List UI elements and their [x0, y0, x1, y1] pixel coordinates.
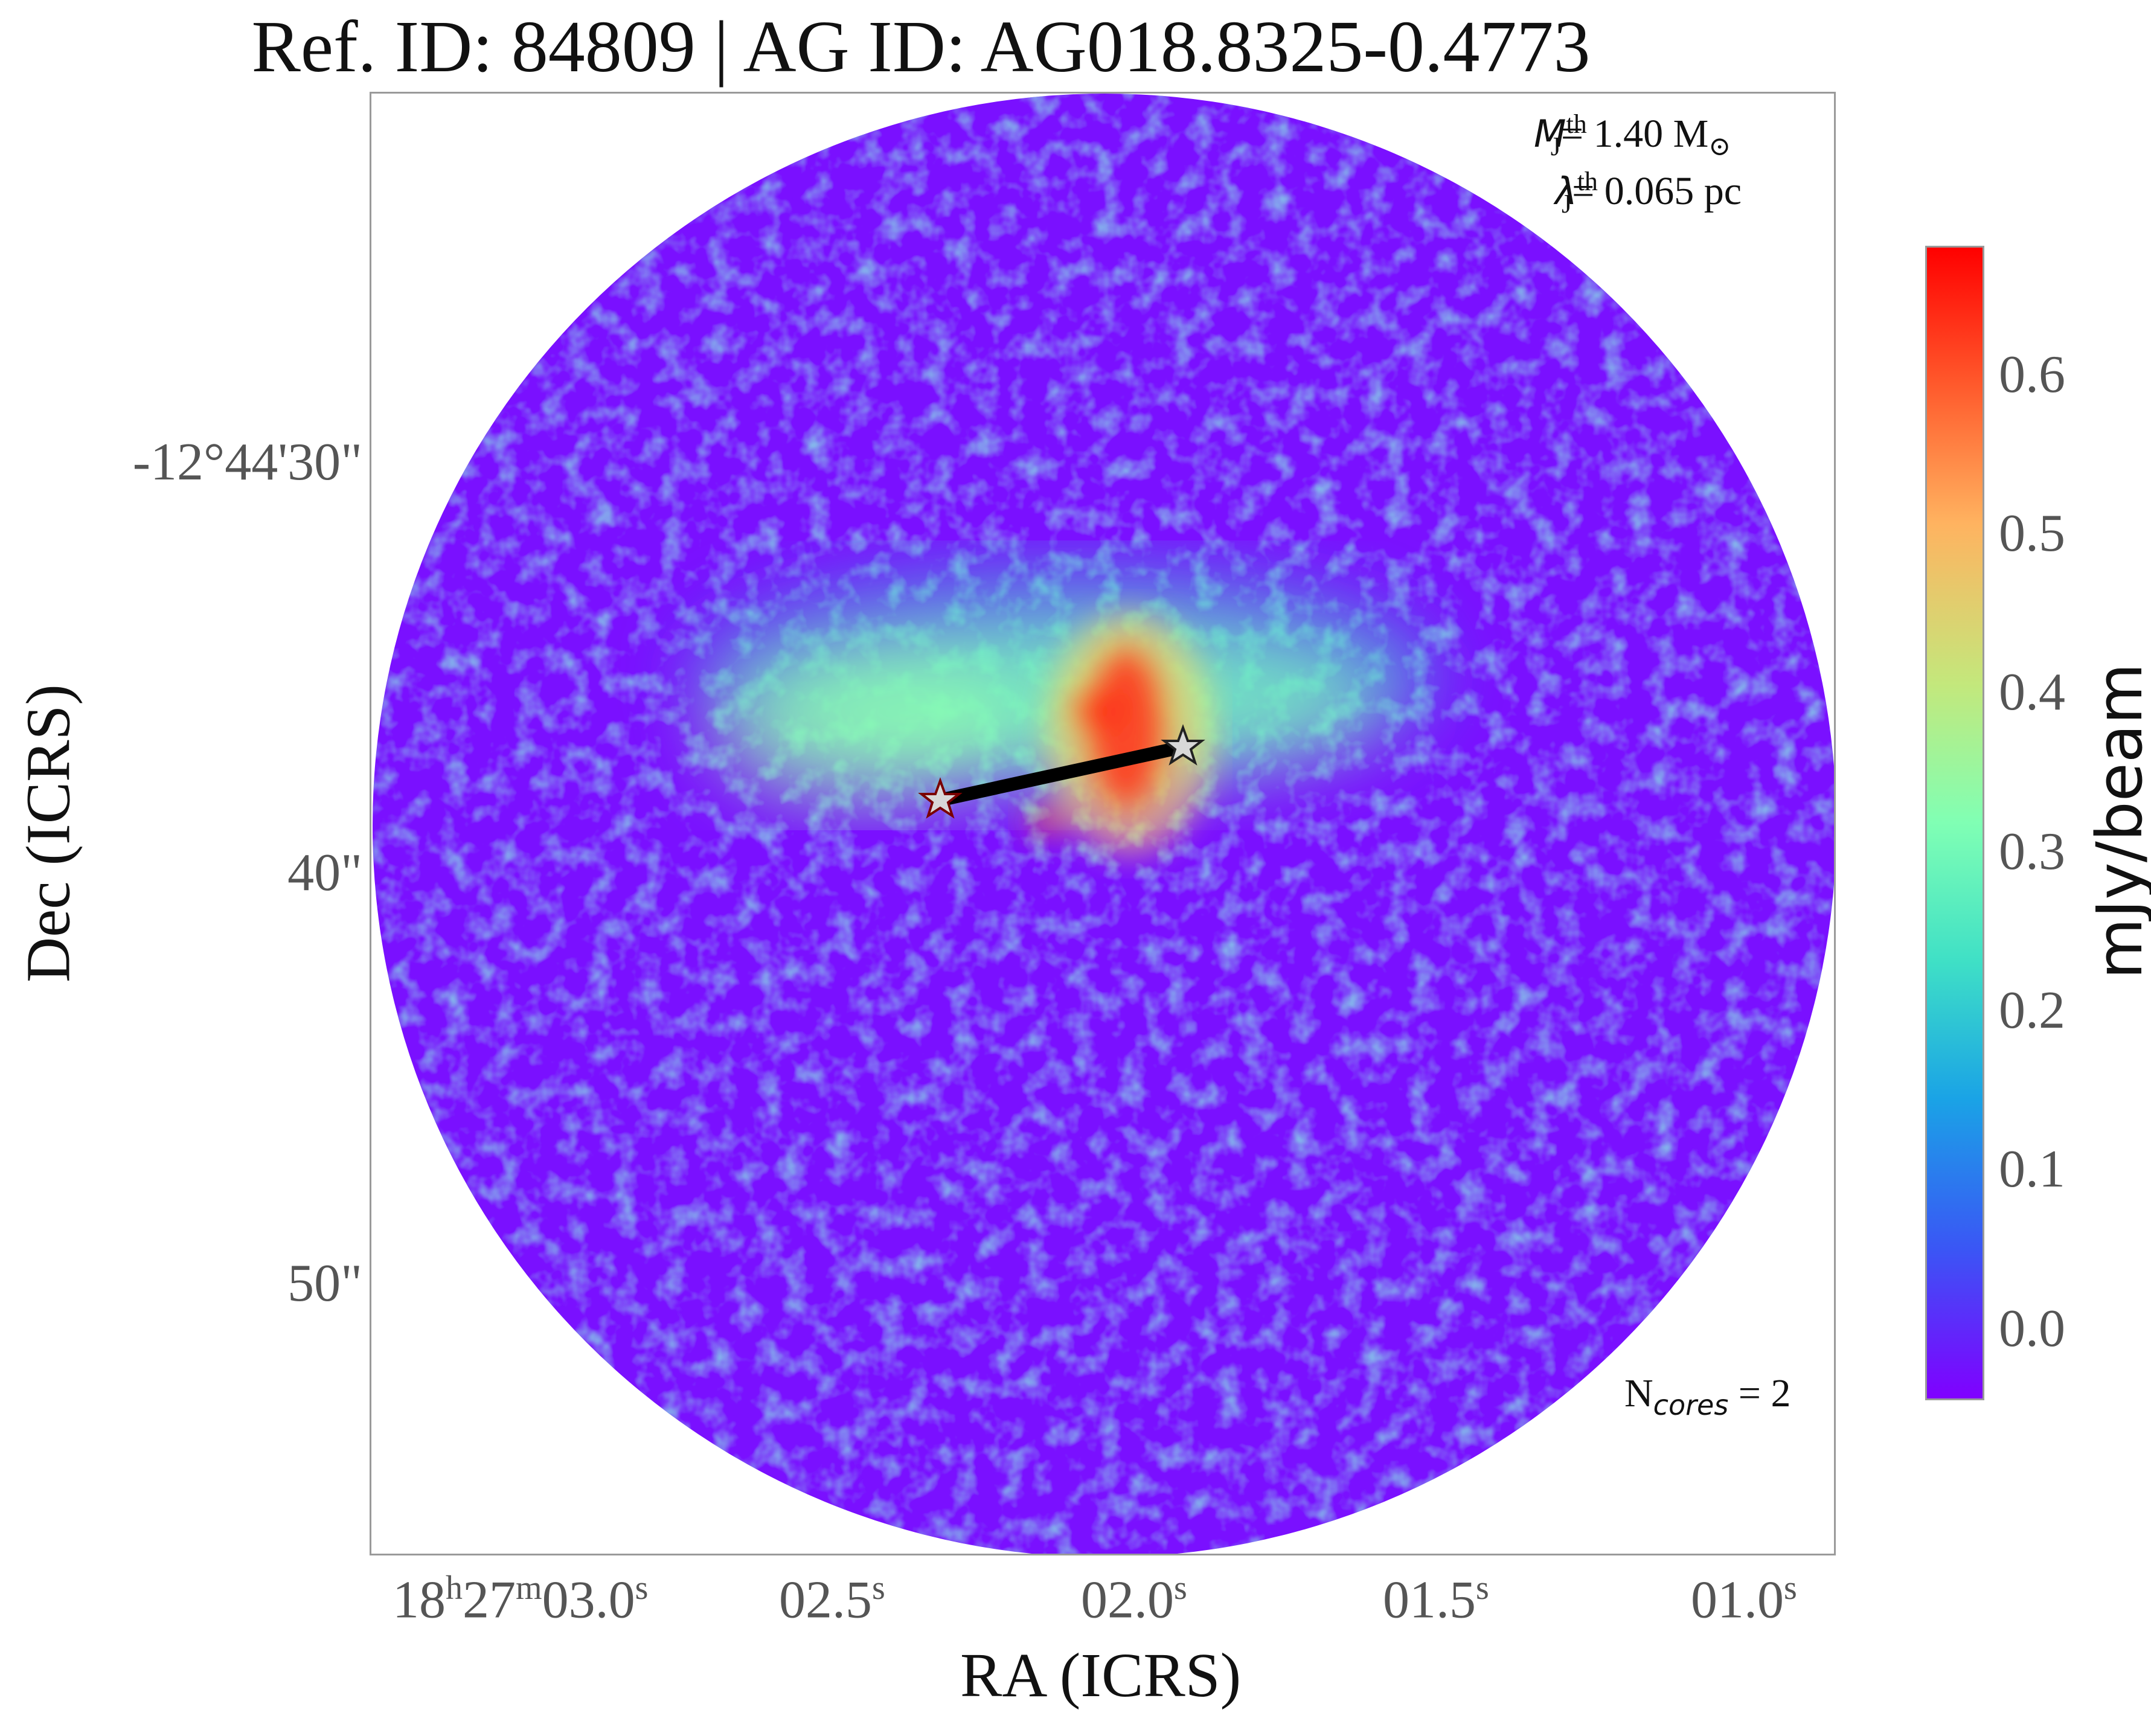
- y-tick-label: -12°44'30": [132, 433, 362, 492]
- x-tick-label: 02.5s: [779, 1569, 885, 1630]
- intensity-map: [373, 94, 1834, 1554]
- colorbar-tick: 0.5: [1999, 504, 2065, 563]
- colorbar-tick: 0.3: [1999, 822, 2065, 881]
- x-axis-title: RA (ICRS): [960, 1641, 1242, 1710]
- x-tick-label: 01.5s: [1383, 1569, 1489, 1630]
- image-panel: [370, 92, 1836, 1555]
- colorbar-title: mJy/beam: [2083, 663, 2151, 979]
- core-connector: [934, 740, 1190, 807]
- x-tick-label: 01.0s: [1691, 1569, 1797, 1630]
- core-star-2: [1161, 724, 1205, 766]
- y-tick-label: 50": [287, 1254, 362, 1313]
- colorbar-tick: 0.2: [1999, 981, 2065, 1040]
- colorbar-tick: 0.1: [1999, 1140, 2065, 1199]
- figure-title: Ref. ID: 84809 | AG ID: AG018.8325-0.477…: [251, 6, 1591, 88]
- core-star-1: [918, 777, 963, 819]
- colorbar-tick: 0.0: [1999, 1299, 2065, 1358]
- colorbar: [1925, 246, 1984, 1400]
- x-tick-label: 02.0s: [1081, 1569, 1187, 1630]
- colorbar-tick: 0.6: [1999, 345, 2065, 404]
- jeans-length-label: λthJ= 0.065 pc: [1555, 167, 1742, 219]
- jeans-mass-label: MthJ= 1.40 M⊙: [1534, 109, 1731, 162]
- y-tick-label: 40": [287, 844, 362, 902]
- colorbar-tick: 0.4: [1999, 663, 2065, 722]
- y-axis-title: Dec (ICRS): [13, 684, 83, 982]
- x-tick-label: 18h27m03.0s: [393, 1569, 649, 1630]
- ncores-label: Ncores = 2: [1624, 1371, 1791, 1422]
